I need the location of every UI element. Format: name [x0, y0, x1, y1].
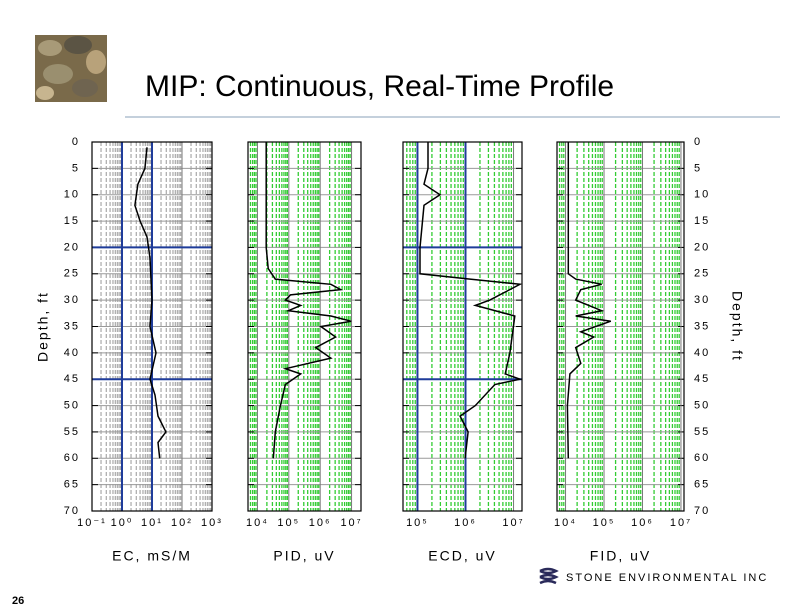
y-tick-label: 50	[64, 399, 80, 411]
x-tick-label: 10⁷	[670, 517, 692, 529]
x-axis-title: EC, mS/M	[112, 548, 192, 564]
x-tick-label: 10⁵	[593, 517, 616, 529]
y-tick-label: 35	[694, 320, 710, 332]
plot-frame	[247, 141, 362, 512]
panel: 0 5 10 15 20 25 30 35 40 45 50 55 60 65 70 10⁴ 10⁵ 10⁶ 10⁷…	[554, 136, 745, 564]
x-tick-label: 10⁻¹	[77, 517, 107, 529]
y-tick-label: 60	[694, 452, 710, 464]
profile-line	[566, 142, 612, 459]
x-tick-label: 10²	[171, 517, 193, 529]
y-tick-label: 20	[694, 241, 710, 253]
logo: STONE ENVIRONMENTAL INC	[539, 567, 768, 585]
y-tick-label: 30	[694, 294, 710, 306]
y-tick-label: 65	[64, 479, 80, 491]
x-tick-label: 10⁴	[246, 517, 269, 529]
y-tick-label: 60	[64, 452, 80, 464]
page-number: 26	[12, 595, 24, 607]
y-tick-label: 55	[64, 426, 80, 438]
y-tick-label: 25	[64, 268, 80, 280]
profile-line	[419, 142, 523, 459]
y-tick-label: 20	[64, 241, 80, 253]
y-tick-label: 50	[694, 399, 710, 411]
y-tick-label: 70	[64, 505, 80, 517]
x-axis-title: ECD, uV	[428, 548, 496, 564]
profile-line	[265, 142, 352, 459]
logo-text: STONE ENVIRONMENTAL INC	[566, 572, 768, 584]
y-tick-label: 55	[694, 426, 710, 438]
panel: 10⁴ 10⁵ 10⁶ 10⁷ PID, uV	[246, 141, 362, 564]
x-tick-label: 10⁷	[502, 517, 524, 529]
plot-frame	[556, 141, 685, 512]
y-tick-label: 40	[64, 347, 80, 359]
y-tick-label: 5	[694, 162, 702, 174]
y-tick-label: 5	[72, 162, 80, 174]
y-tick-label: 35	[64, 320, 80, 332]
y-tick-label: 70	[694, 505, 710, 517]
x-axis-title: FID, uV	[590, 548, 651, 564]
y-tick-label: 10	[64, 189, 80, 201]
photo	[35, 35, 107, 102]
y-tick-label: 15	[694, 215, 710, 227]
y-tick-label: 25	[694, 268, 710, 280]
y-tick-label: 65	[694, 479, 710, 491]
x-tick-label: 10⁶	[454, 517, 477, 529]
x-tick-label: 10⁶	[631, 517, 654, 529]
panel: 10⁵ 10⁶ 10⁷ ECD, uV	[402, 141, 524, 564]
y-tick-label: 40	[694, 347, 710, 359]
y-tick-label: 0	[694, 136, 702, 148]
x-tick-label: 10⁵	[406, 517, 429, 529]
x-tick-label: 10⁷	[340, 517, 362, 529]
x-tick-label: 10³	[201, 517, 223, 529]
y-axis-title: Depth, ft	[729, 291, 745, 362]
y-axis-title: Depth, ft	[35, 291, 51, 362]
slide-title: MIP: Continuous, Real-Time Profile	[145, 70, 614, 103]
x-tick-label: 10⁰	[111, 517, 134, 529]
y-tick-label: 45	[694, 373, 710, 385]
plot-frame	[402, 141, 523, 512]
plot-frame	[91, 141, 213, 512]
y-tick-label: 30	[64, 294, 80, 306]
x-axis-title: PID, uV	[273, 548, 335, 564]
y-tick-label: 0	[72, 136, 80, 148]
y-tick-label: 45	[64, 373, 80, 385]
x-tick-label: 10⁵	[277, 517, 300, 529]
y-tick-label: 10	[694, 189, 710, 201]
y-tick-label: 15	[64, 215, 80, 227]
x-tick-label: 10⁶	[309, 517, 332, 529]
x-tick-label: 10⁴	[554, 517, 577, 529]
profile-line	[134, 147, 167, 459]
x-tick-label: 10¹	[141, 517, 163, 529]
